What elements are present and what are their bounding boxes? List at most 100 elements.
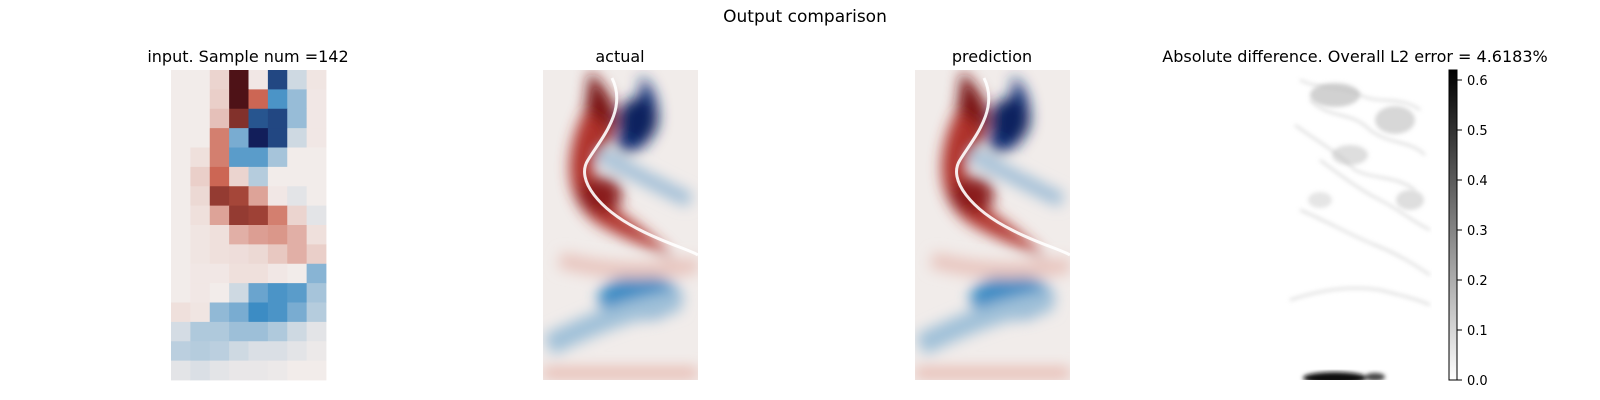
input-cell	[209, 360, 230, 381]
input-cell	[171, 205, 191, 226]
input-cell	[209, 302, 230, 323]
actual-shear-line	[583, 77, 698, 257]
actual-heatmap	[543, 70, 698, 380]
input-cell	[171, 89, 191, 110]
input-cell	[190, 321, 211, 342]
input-cell	[306, 128, 327, 148]
input-cell	[190, 360, 211, 381]
input-cell	[287, 244, 308, 265]
input-cell	[306, 147, 327, 168]
input-cell	[248, 205, 269, 226]
prediction-heatmap	[915, 70, 1070, 380]
input-cell	[306, 205, 327, 226]
input-cell	[229, 244, 249, 265]
input-cell	[171, 108, 191, 129]
input-cell	[209, 244, 230, 265]
input-cell	[267, 128, 288, 148]
input-cell	[229, 283, 249, 303]
colorbar-tick-label: 0.6	[1467, 74, 1488, 89]
input-cell	[171, 341, 191, 362]
difference-heatmap	[1277, 70, 1432, 380]
panel-actual-title: actual	[595, 47, 644, 66]
input-cell	[267, 70, 288, 90]
input-cell	[267, 263, 288, 284]
input-cell	[229, 205, 249, 226]
input-cell	[209, 147, 230, 168]
input-cell	[229, 89, 249, 110]
input-cell	[287, 108, 308, 129]
input-cell	[209, 341, 230, 362]
input-cell	[248, 89, 269, 110]
input-cell	[190, 244, 211, 265]
input-cell	[248, 225, 269, 245]
input-cell	[190, 205, 211, 226]
input-cell	[248, 302, 269, 323]
panel-actual: actual	[543, 47, 698, 380]
input-cell	[248, 283, 269, 303]
prediction-blue-core-top	[990, 98, 1030, 142]
input-cell	[171, 302, 191, 323]
input-cell	[267, 186, 288, 207]
input-cell	[248, 70, 269, 90]
actual-blue-wake	[596, 148, 693, 207]
input-cell	[287, 302, 308, 323]
colorbar-tick-label: 0.5	[1467, 124, 1488, 139]
prediction-blue-wake	[968, 148, 1065, 207]
input-cell	[267, 283, 288, 303]
input-cell	[209, 166, 230, 187]
input-cell	[190, 70, 211, 90]
input-cell	[190, 263, 211, 284]
input-cell	[287, 263, 308, 284]
panel-input-title: input. Sample num =142	[147, 47, 348, 66]
input-cell	[306, 302, 327, 323]
input-cell	[209, 186, 230, 207]
actual-red-bottom-strip	[543, 368, 698, 378]
input-cell	[229, 166, 249, 187]
input-cell	[229, 263, 249, 284]
input-cell	[190, 302, 211, 323]
input-cell	[209, 283, 230, 303]
input-cell	[229, 108, 249, 129]
input-cell	[190, 186, 211, 207]
input-cell	[287, 321, 308, 342]
input-cell	[287, 166, 308, 187]
input-cell	[248, 341, 269, 362]
input-cell	[190, 128, 211, 148]
input-cell	[306, 70, 327, 90]
colorbar-tick-label: 0.3	[1467, 224, 1488, 239]
input-cell	[229, 225, 249, 245]
input-cell	[190, 147, 211, 168]
input-cell	[248, 166, 269, 187]
input-cell	[171, 147, 191, 168]
input-cell	[287, 186, 308, 207]
input-cell	[248, 244, 269, 265]
input-cell	[229, 186, 249, 207]
actual-red-band	[569, 110, 680, 265]
actual-blue-tail	[543, 289, 682, 355]
input-cell	[248, 186, 269, 207]
input-cell	[267, 166, 288, 187]
colorbar-gradient	[1448, 69, 1458, 381]
input-cell	[171, 321, 191, 342]
input-cell	[229, 341, 249, 362]
prediction-red-tail	[930, 252, 1070, 279]
input-cell	[306, 166, 327, 187]
input-cell	[267, 341, 288, 362]
input-cell	[267, 225, 288, 245]
input-cell	[306, 321, 327, 342]
panel-difference: Absolute difference. Overall L2 error = …	[1162, 47, 1547, 389]
input-cell	[267, 244, 288, 265]
input-cell	[306, 341, 327, 362]
input-cell	[248, 128, 269, 148]
input-cell	[209, 205, 230, 226]
input-cell	[306, 360, 327, 381]
difference-colorbar: 0.0 0.1 0.2 0.3 0.4 0.5 0.6	[1448, 69, 1488, 389]
input-cell	[190, 341, 211, 362]
prediction-red-band	[941, 110, 1052, 265]
input-cell	[171, 186, 191, 207]
prediction-blue-tail	[915, 289, 1054, 355]
input-cell	[209, 128, 230, 148]
input-cell	[229, 70, 249, 90]
input-cell	[190, 283, 211, 303]
